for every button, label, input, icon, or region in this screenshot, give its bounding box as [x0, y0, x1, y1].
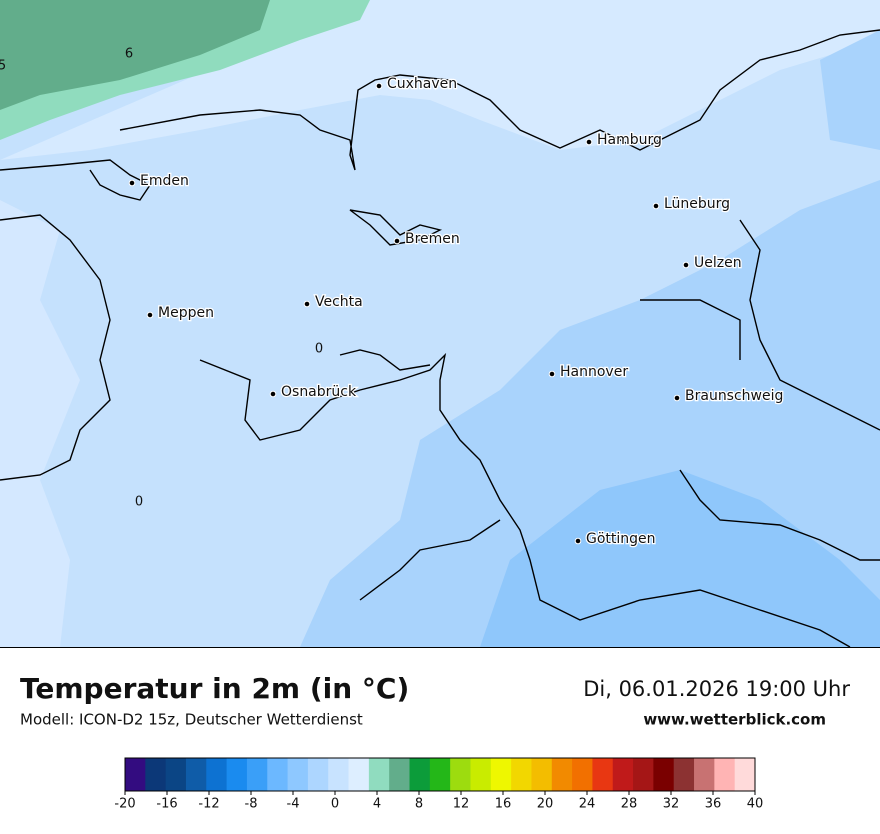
coastline — [119, 29, 880, 171]
color-step — [267, 758, 289, 791]
color-step — [145, 758, 167, 791]
color-step — [226, 758, 248, 791]
pale-area — [0, 200, 80, 647]
border — [199, 352, 851, 648]
color-step — [389, 758, 411, 791]
tick-label: 0 — [331, 797, 339, 812]
color-step — [429, 758, 451, 791]
city-label: Emden — [140, 173, 189, 189]
color-step — [612, 758, 634, 791]
map-labels: 6 5 0 0 Cuxhaven Hamburg Emden Lüneburg Bremen Ue… — [0, 47, 785, 549]
datetime: Di, 06.01.2026 19:00 Uhr — [583, 677, 850, 701]
tick-label: 12 — [453, 797, 470, 812]
contour-label: 6 — [125, 47, 133, 62]
cold-area — [820, 30, 880, 150]
contour-label: 0 — [315, 342, 323, 357]
city-label: Osnabrück — [281, 384, 357, 400]
city-dot — [574, 537, 582, 545]
city-dot — [146, 311, 154, 319]
border — [640, 299, 741, 360]
title: Temperatur in 2m (in °C) — [20, 672, 409, 705]
city-label: Vechta — [315, 294, 363, 310]
tick-label: 40 — [747, 797, 764, 812]
color-step — [592, 758, 614, 791]
border — [349, 209, 443, 246]
color-step — [694, 758, 715, 791]
color-step — [328, 758, 350, 791]
city-dot — [652, 202, 660, 210]
color-step — [368, 758, 390, 791]
color-step — [165, 758, 187, 791]
tick-label: -8 — [245, 797, 258, 812]
tick-label: -4 — [287, 797, 300, 812]
color-step — [409, 758, 431, 791]
color-step — [531, 758, 553, 791]
city-label: Hannover — [560, 364, 628, 380]
color-step — [348, 758, 370, 791]
city-dot — [682, 261, 690, 269]
border — [739, 219, 880, 431]
tick-label: -20 — [114, 797, 135, 812]
color-step — [633, 758, 654, 791]
color-step — [470, 758, 492, 791]
color-step — [572, 758, 593, 791]
tick-label: 28 — [621, 797, 638, 812]
city-dot — [303, 300, 311, 308]
color-step — [450, 758, 471, 791]
city-dot — [585, 138, 593, 146]
color-step — [185, 758, 207, 791]
color-step — [246, 758, 268, 791]
color-step — [673, 758, 695, 791]
city-dot — [269, 390, 277, 398]
city-dot — [673, 394, 681, 402]
color-step — [490, 758, 512, 791]
pale-area — [0, 0, 880, 160]
colorbar-frame — [124, 757, 756, 792]
city-label: Lüneburg — [664, 196, 730, 212]
color-step — [287, 758, 309, 791]
color-step — [653, 758, 675, 791]
border — [339, 349, 431, 371]
color-step — [511, 758, 532, 791]
tick-label: 16 — [495, 797, 512, 812]
map — [0, 0, 880, 648]
tick-label: 36 — [705, 797, 722, 812]
city-dot — [128, 179, 136, 187]
contour-label: 0 — [135, 495, 143, 510]
city-label: Braunschweig — [685, 388, 783, 404]
city-label: Uelzen — [694, 255, 742, 271]
tick-label: -16 — [156, 797, 177, 812]
border — [679, 469, 880, 561]
model: Modell: ICON-D2 15z, Deutscher Wetterdie… — [20, 711, 363, 729]
city-label: Meppen — [158, 305, 214, 321]
border — [0, 214, 111, 481]
colorbar: -20 -16 -12 -8 -4 0 4 8 12 16 20 24 28 32 36 40 — [114, 757, 764, 812]
border — [359, 519, 501, 601]
color-step — [551, 758, 573, 791]
city-dot — [548, 370, 556, 378]
city-dot — [375, 82, 383, 90]
green-area — [0, 0, 270, 110]
city-label: Bremen — [405, 231, 460, 247]
cold-area — [480, 470, 880, 647]
color-step — [125, 758, 146, 791]
tick-label: 24 — [579, 797, 596, 812]
tick-label: 32 — [663, 797, 680, 812]
tick-label: 8 — [415, 797, 423, 812]
city-label: Hamburg — [597, 132, 662, 148]
city-label: Cuxhaven — [387, 76, 457, 92]
contour-label: 5 — [0, 59, 6, 74]
city-dot — [393, 237, 401, 245]
color-step — [206, 758, 228, 791]
tick-label: -12 — [198, 797, 219, 812]
tick-label: 20 — [537, 797, 554, 812]
color-step — [307, 758, 329, 791]
tick-label: 4 — [373, 797, 381, 812]
coastline — [0, 159, 152, 201]
color-step — [714, 758, 736, 791]
website: www.wetterblick.com — [643, 711, 826, 729]
city-label: Göttingen — [586, 531, 656, 547]
color-step — [734, 758, 756, 791]
